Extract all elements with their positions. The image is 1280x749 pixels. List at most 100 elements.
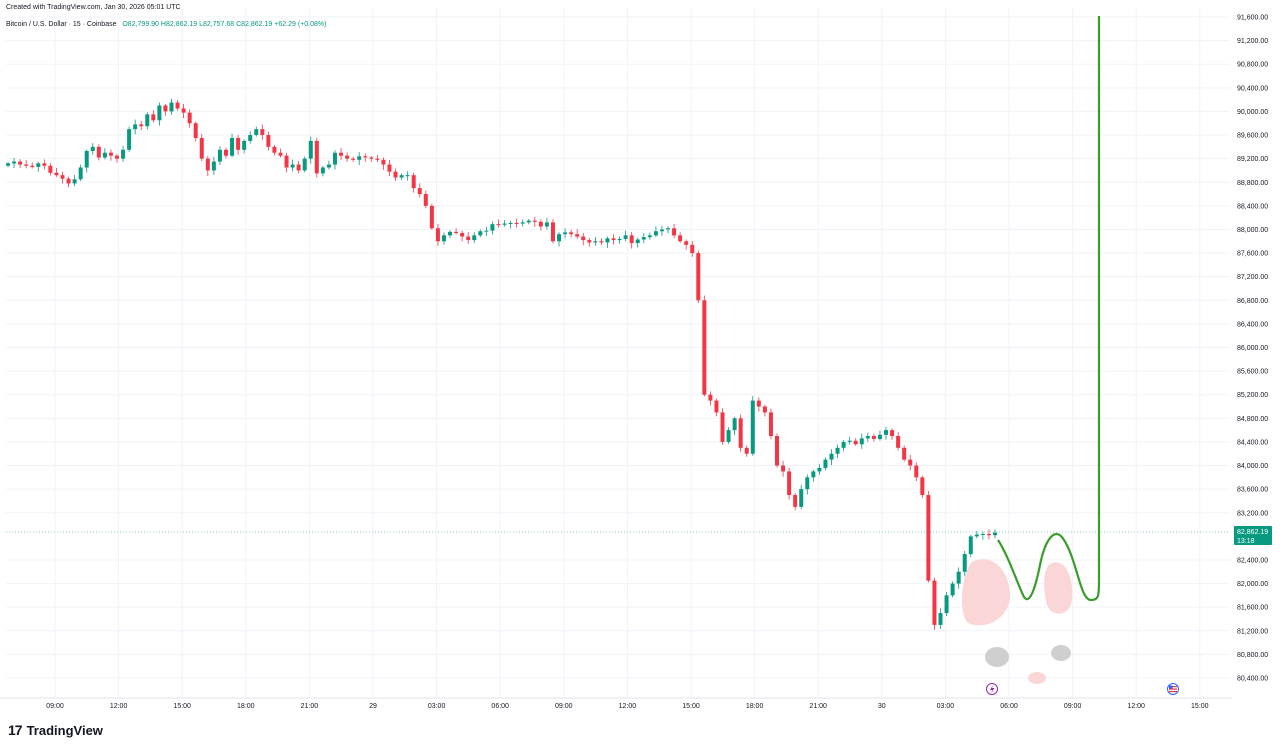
candle [708,391,713,406]
candle-body [672,228,677,236]
lightning-event-icon[interactable] [986,683,998,695]
high-label: H [160,21,166,28]
candle [6,161,10,168]
high-value: 82,862.19 [165,21,198,28]
candle-body [290,164,295,168]
candle-body [744,447,749,454]
candle-body [102,152,107,158]
candle-body [169,102,174,112]
candle-body [871,436,876,439]
candle-body [914,465,919,478]
time-axis[interactable]: 09:00 12:00 15:00 18:00 21:00 29 03:00 06:00 09:… [46,703,1208,710]
candle-body [236,137,241,150]
candle-body [787,471,792,496]
candlestick-series [6,98,997,630]
price-tick-label: 84,400.00 [1237,439,1268,446]
candle-body [877,434,882,439]
candle-body [393,171,398,178]
candle-body [18,161,23,165]
candle-body [726,430,731,442]
candle [435,224,440,246]
candle-body [490,224,495,231]
candle-body [230,137,235,156]
candle-body [532,220,537,222]
candle [387,160,392,176]
tradingview-watermark[interactable]: 17 TradingView [8,722,103,738]
candle-body [575,234,580,237]
candle-body [260,129,265,136]
us-flag-event-icon[interactable] [1167,683,1179,695]
candle [617,236,622,244]
price-axis[interactable]: 91,600.00 91,200.00 90,800.00 90,400.00 90,0… [1237,15,1268,683]
candle-body [157,105,162,121]
candle [199,133,204,162]
candle-body [781,465,786,472]
candle [926,490,931,583]
gray-blob-right [1051,645,1071,661]
candle-body [54,172,59,176]
candle [829,449,834,466]
candle [896,432,901,451]
candle-body [272,146,277,153]
candle-body [950,583,955,596]
candle [914,462,919,482]
candle [205,155,210,176]
candle [127,126,132,152]
candle-body [714,400,719,413]
price-tick-label: 90,000.00 [1237,109,1268,116]
candle [24,160,29,169]
candle [544,217,549,230]
candle-body [332,152,337,165]
candle-body [599,241,604,243]
candle-body [66,178,71,184]
candle [599,238,604,245]
candle [817,464,822,475]
candle [139,120,144,131]
candle [36,161,41,172]
candle [605,236,610,248]
candle-body [90,146,95,151]
time-tick-label: 12:00 [619,703,637,710]
candle [744,445,749,457]
candle-body [96,146,101,158]
candle [611,234,616,245]
candle [405,171,410,181]
candle [508,220,513,229]
candle-body [151,114,156,121]
price-tick-label: 86,400.00 [1237,321,1268,328]
candle [48,163,53,176]
candle-body [284,155,289,168]
candle-body [926,495,931,581]
candle-body [647,235,652,238]
candle-body [538,221,543,227]
candle [641,233,646,244]
candle-body [768,412,773,437]
candle-body [526,220,531,223]
candle [472,232,477,243]
candle-body [441,235,446,242]
candle [151,110,156,123]
candle-body [339,152,344,156]
candle [290,159,295,172]
candle [732,416,737,436]
drawn-prediction-line[interactable] [997,16,1101,602]
candle-body [690,244,695,254]
candle-body [702,300,707,395]
drawing-layer[interactable] [961,16,1101,684]
candle [12,157,17,168]
candle-body [956,571,961,584]
pink-blob-right [1044,562,1073,614]
candle-body [569,232,574,235]
candle [363,153,368,162]
candle [956,567,961,589]
candle-body [793,495,798,507]
candle [563,228,568,239]
candle [938,608,943,629]
candle [684,239,689,250]
close-value: 82,862.19 [241,21,273,28]
price-tick-label: 81,600.00 [1237,605,1268,612]
candle [666,226,671,234]
candle-body [750,400,755,454]
candle [466,232,471,244]
